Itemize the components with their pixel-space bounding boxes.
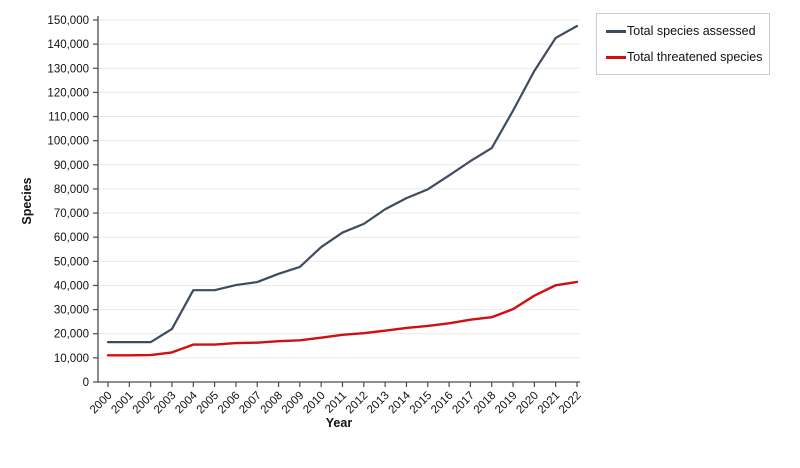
y-tick-label: 70,000 bbox=[54, 208, 89, 220]
x-tick-label: 2019 bbox=[493, 390, 520, 417]
y-tick-label: 50,000 bbox=[54, 256, 89, 268]
series-line-total-species-assessed bbox=[106, 24, 579, 344]
series-line-total-threatened-species bbox=[106, 280, 579, 357]
y-tick-label: 0 bbox=[83, 377, 89, 389]
x-tick-label: 2014 bbox=[386, 389, 413, 416]
x-tick-label: 2004 bbox=[173, 389, 200, 416]
x-tick-label: 2020 bbox=[514, 390, 541, 417]
legend-label-assessed: Total species assessed bbox=[627, 24, 756, 38]
x-tick-label: 2011 bbox=[323, 390, 349, 416]
x-tick-label: 2015 bbox=[408, 390, 435, 417]
x-axis-title: Year bbox=[325, 416, 353, 430]
y-tick-label: 120,000 bbox=[47, 87, 89, 99]
y-axis-title: Species bbox=[20, 177, 34, 225]
threatened-line-swatch-icon bbox=[606, 55, 626, 59]
legend: Total species assessed Total threatened … bbox=[596, 13, 770, 75]
x-tick-label: 2009 bbox=[280, 390, 307, 417]
axis-line bbox=[97, 16, 580, 383]
x-tick-label: 2002 bbox=[131, 390, 158, 417]
y-tick-label: 30,000 bbox=[54, 305, 89, 317]
x-tick-label: 2022 bbox=[557, 390, 584, 417]
legend-item-threatened: Total threatened species bbox=[606, 50, 763, 64]
x-tick-label: 2007 bbox=[237, 390, 264, 417]
y-tick-label: 140,000 bbox=[47, 39, 89, 51]
y-tick-label: 100,000 bbox=[47, 136, 89, 148]
x-tick-label: 2016 bbox=[429, 390, 456, 417]
y-tick-label: 150,000 bbox=[47, 15, 89, 27]
y-tick-label: 90,000 bbox=[54, 160, 89, 172]
x-tick-label: 2021 bbox=[536, 390, 563, 417]
x-tick-label: 2017 bbox=[450, 390, 477, 417]
y-tick-label: 20,000 bbox=[54, 329, 89, 341]
y-tick-label: 60,000 bbox=[54, 232, 89, 244]
y-tick-label: 10,000 bbox=[54, 353, 89, 365]
x-tick-label: 2003 bbox=[152, 390, 179, 417]
x-tick-label: 2006 bbox=[216, 390, 243, 417]
legend-label-threatened: Total threatened species bbox=[627, 50, 763, 64]
y-tick-label: 110,000 bbox=[48, 112, 89, 124]
x-tick-label: 2010 bbox=[301, 390, 328, 417]
x-tick-label: 2018 bbox=[472, 390, 499, 417]
y-tick-label: 40,000 bbox=[54, 280, 89, 292]
x-tick-label: 2000 bbox=[88, 390, 115, 417]
y-tick-label: 80,000 bbox=[54, 184, 89, 196]
x-tick-label: 2012 bbox=[344, 390, 371, 417]
x-tick-label: 2008 bbox=[259, 390, 286, 417]
x-tick-label: 2013 bbox=[365, 390, 392, 417]
x-tick-label: 2005 bbox=[195, 390, 222, 417]
x-tick-label: 2001 bbox=[109, 390, 136, 417]
assessed-line-swatch-icon bbox=[606, 29, 626, 33]
legend-item-assessed: Total species assessed bbox=[606, 24, 763, 38]
y-tick-label: 130,000 bbox=[47, 63, 89, 75]
